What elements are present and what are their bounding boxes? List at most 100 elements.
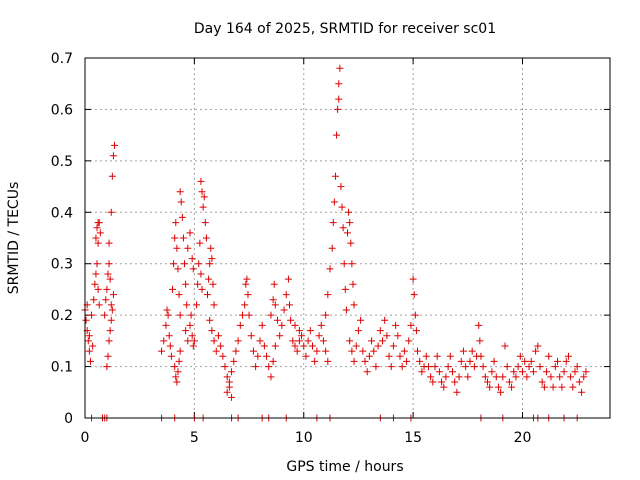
y-tick-label: 0.2: [51, 308, 73, 324]
data-point: [304, 337, 312, 345]
data-point: [93, 224, 101, 232]
x-axis-label: GPS time / hours: [286, 459, 403, 475]
data-point: [243, 275, 251, 283]
data-point: [521, 357, 529, 365]
data-point: [85, 347, 93, 355]
data-point: [466, 357, 474, 365]
data-point: [536, 363, 544, 371]
data-point: [93, 260, 101, 268]
data-point: [363, 368, 371, 376]
data-point: [289, 337, 297, 345]
data-point: [383, 332, 391, 340]
data-point: [236, 321, 244, 329]
data-point: [230, 357, 238, 365]
data-point: [282, 291, 290, 299]
data-point: [365, 352, 373, 360]
data-point: [182, 327, 190, 335]
data-point: [328, 244, 336, 252]
data-point: [177, 198, 185, 206]
data-point: [418, 368, 426, 376]
data-point: [196, 239, 204, 247]
data-point: [468, 347, 476, 355]
y-axis-label: SRMTID / TECUs: [6, 182, 22, 295]
data-point: [102, 296, 110, 304]
data-point: [182, 280, 190, 288]
axis-ticks: 0 0.1 0.2 0.3 0.4 0.5 0.6 0.7 0 5 10 15 20: [51, 51, 610, 446]
data-point: [181, 260, 189, 268]
data-point: [376, 327, 384, 335]
data-point: [348, 260, 356, 268]
data-point: [389, 342, 397, 350]
data-point: [254, 352, 262, 360]
data-point: [206, 260, 214, 268]
data-point: [549, 383, 557, 391]
data-point: [409, 275, 417, 283]
data-point: [205, 275, 213, 283]
data-point: [270, 280, 278, 288]
data-point: [267, 311, 275, 319]
data-point: [92, 270, 100, 278]
data-point: [322, 347, 330, 355]
data-point: [208, 327, 216, 335]
data-point: [175, 357, 183, 365]
data-point: [286, 301, 294, 309]
data-point: [302, 352, 310, 360]
data-point: [165, 332, 173, 340]
data-point: [387, 363, 395, 371]
data-point: [105, 260, 113, 268]
data-point: [501, 342, 509, 350]
data-point: [470, 363, 478, 371]
data-point: [234, 337, 242, 345]
data-point: [269, 357, 277, 365]
data-point: [400, 347, 408, 355]
data-point: [223, 373, 231, 381]
data-point: [449, 368, 456, 376]
data-point: [89, 342, 97, 350]
x-tick-label: 15: [404, 430, 422, 446]
data-point: [91, 280, 99, 288]
data-point: [239, 311, 246, 319]
data-point: [431, 363, 439, 371]
data-point: [210, 301, 218, 309]
data-point: [96, 229, 104, 237]
data-point: [331, 172, 339, 180]
data-point: [167, 352, 175, 360]
data-point: [86, 357, 94, 365]
data-point: [163, 306, 171, 314]
data-point: [107, 301, 115, 309]
data-point: [187, 311, 195, 319]
data-point: [88, 311, 96, 319]
data-point: [481, 373, 489, 381]
data-point: [334, 105, 342, 113]
data-point: [204, 291, 211, 299]
data-point: [172, 219, 180, 227]
data-point: [424, 363, 432, 371]
data-point: [278, 321, 286, 329]
data-point: [435, 368, 443, 376]
data-point: [315, 332, 323, 340]
data-point: [476, 337, 484, 345]
data-point: [85, 332, 93, 340]
data-point: [562, 357, 570, 365]
x-tick-label: 0: [81, 430, 90, 446]
data-point: [103, 285, 111, 293]
data-point: [225, 378, 233, 386]
data-point: [219, 352, 227, 360]
data-point: [206, 316, 214, 324]
grid: [85, 58, 610, 418]
data-point: [330, 198, 338, 206]
data-point: [193, 301, 201, 309]
data-point: [440, 383, 448, 391]
data-point: [313, 347, 321, 355]
data-point: [244, 291, 252, 299]
data-point: [512, 373, 520, 381]
data-point: [105, 239, 113, 247]
data-point: [427, 373, 435, 381]
data-point: [403, 357, 411, 365]
data-point: [295, 327, 303, 335]
data-point: [265, 363, 273, 371]
data-point: [103, 363, 111, 371]
y-tick-label: 0.7: [51, 51, 73, 67]
data-point: [438, 378, 446, 386]
data-point: [319, 337, 327, 345]
